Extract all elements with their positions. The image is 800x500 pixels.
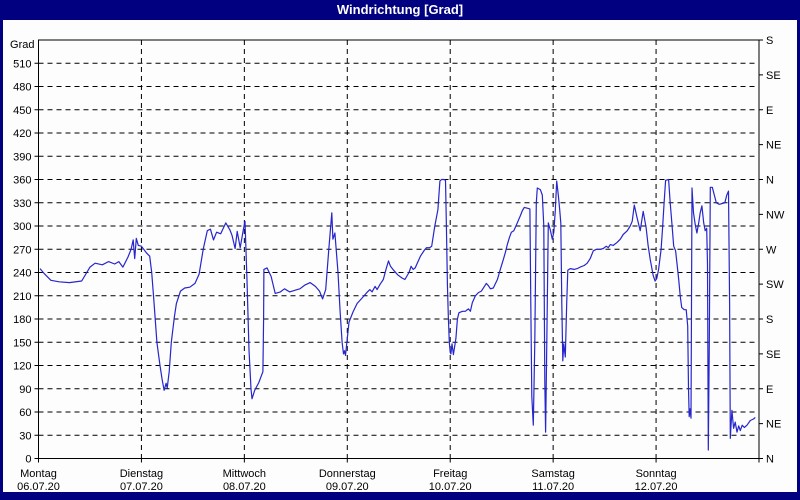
x-axis-date-label: 11.07.20 xyxy=(532,481,574,493)
x-axis-day-label: Mittwoch xyxy=(223,468,266,480)
y-axis-tick-label: 240 xyxy=(13,268,31,280)
x-axis-day-label: Freitag xyxy=(433,468,467,480)
x-axis-date-label: 08.07.20 xyxy=(223,481,266,493)
compass-axis-label: SE xyxy=(766,70,781,82)
compass-axis-label: N xyxy=(766,175,774,187)
y-axis-tick-label: 300 xyxy=(13,221,31,233)
x-axis-date-label: 09.07.20 xyxy=(326,481,369,493)
y-axis-tick-label: 0 xyxy=(25,454,31,466)
compass-axis-label: NW xyxy=(766,209,785,221)
compass-axis-label: N xyxy=(766,454,774,466)
y-axis-tick-label: 390 xyxy=(13,151,31,163)
window-border-right xyxy=(797,20,800,500)
compass-axis-label: S xyxy=(766,314,773,326)
window-title: Windrichtung [Grad] xyxy=(336,2,464,17)
wind-direction-line xyxy=(39,178,756,451)
x-axis-day-label: Donnerstag xyxy=(319,468,376,480)
window-titlebar: Windrichtung [Grad] xyxy=(0,0,800,20)
y-axis-tick-label: 120 xyxy=(13,361,31,373)
y-axis-tick-label: 330 xyxy=(13,198,31,210)
x-axis-day-label: Sonntag xyxy=(636,468,677,480)
compass-axis-label: SE xyxy=(766,349,781,361)
compass-axis-label: E xyxy=(766,384,773,396)
compass-axis-label: SW xyxy=(766,279,784,291)
y-axis-tick-label: 450 xyxy=(13,105,31,117)
y-axis-tick-label: 30 xyxy=(19,430,31,442)
compass-axis-label: S xyxy=(766,35,773,47)
window-border-left xyxy=(0,20,3,500)
compass-axis-label: E xyxy=(766,105,773,117)
y-axis-tick-label: 90 xyxy=(19,384,31,396)
y-axis-tick-label: 270 xyxy=(13,244,31,256)
x-axis-day-label: Samstag xyxy=(531,468,574,480)
y-axis-tick-label: 510 xyxy=(13,58,31,70)
x-axis-day-label: Dienstag xyxy=(120,468,163,480)
y-axis-tick-label: 60 xyxy=(19,407,31,419)
y-axis-tick-label: 210 xyxy=(13,291,31,303)
y-axis-tick-label: 420 xyxy=(13,128,31,140)
compass-axis-label: W xyxy=(766,244,777,256)
y-axis-tick-label: 360 xyxy=(13,175,31,187)
x-axis-date-label: 12.07.20 xyxy=(635,481,678,493)
window-border-bottom xyxy=(0,492,800,500)
y-axis-tick-label: 150 xyxy=(13,337,31,349)
y-axis-tick-label: 480 xyxy=(13,82,31,94)
y-axis-title: Grad xyxy=(10,39,34,51)
x-axis-date-label: 06.07.20 xyxy=(17,481,60,493)
compass-axis-label: NE xyxy=(766,419,781,431)
x-axis-day-label: Montag xyxy=(20,468,57,480)
compass-axis-label: NE xyxy=(766,140,781,152)
x-axis-date-label: 07.07.20 xyxy=(120,481,163,493)
x-axis-date-label: 10.07.20 xyxy=(429,481,472,493)
y-axis-tick-label: 180 xyxy=(13,314,31,326)
